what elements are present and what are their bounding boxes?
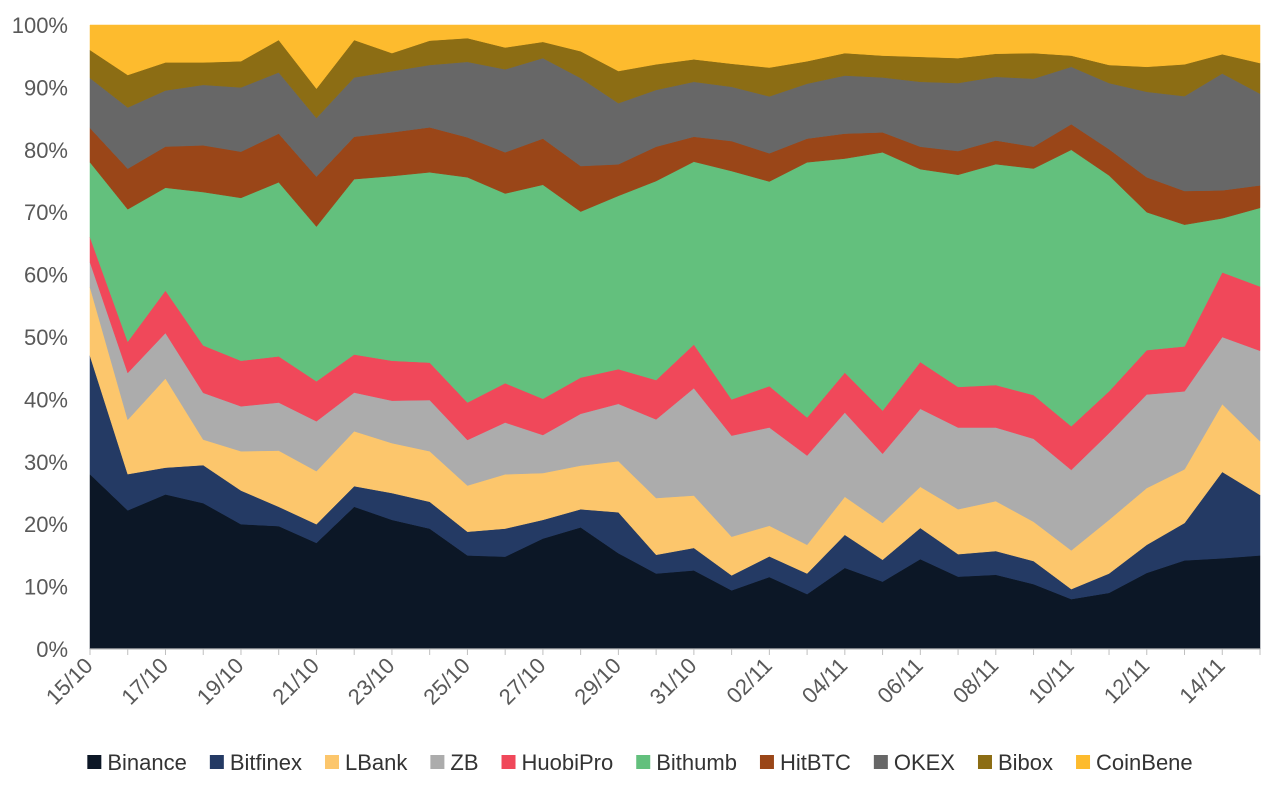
y-tick-label: 100% (12, 13, 68, 38)
x-tick-label: 27/10 (494, 653, 551, 710)
legend-swatch (759, 755, 774, 769)
legend-item-zb: ZB (430, 750, 479, 775)
x-tick-label: 14/11 (1174, 653, 1229, 708)
y-tick-label: 10% (24, 575, 68, 600)
legend-label: LBank (345, 750, 408, 775)
legend-label: OKEX (894, 750, 955, 775)
x-tick-label: 02/11 (721, 653, 776, 708)
legend-swatch (873, 755, 888, 769)
area-series-group (89, 24, 1261, 650)
legend-item-bithumb: Bithumb (636, 750, 737, 775)
legend-item-bitfinex: Bitfinex (209, 750, 302, 775)
legend-label: Bithumb (656, 750, 737, 775)
y-tick-label: 30% (24, 450, 68, 475)
y-tick-label: 80% (24, 138, 68, 163)
legend-item-okex: OKEX (873, 750, 955, 775)
x-tick-label: 08/11 (948, 653, 1003, 708)
y-tick-label: 70% (24, 200, 68, 225)
legend-item-lbank: LBank (325, 750, 408, 775)
x-tick-label: 04/11 (797, 653, 852, 708)
y-tick-label: 90% (24, 75, 68, 100)
y-tick-label: 0% (36, 637, 68, 662)
legend-label: HitBTC (780, 750, 851, 775)
x-tick-label: 17/10 (116, 653, 173, 710)
legend-swatch (501, 755, 516, 769)
legend-label: ZB (450, 750, 478, 775)
y-tick-label: 20% (24, 512, 68, 537)
legend-swatch (87, 755, 102, 769)
legend-label: Bitfinex (230, 750, 302, 775)
legend-swatch (209, 755, 224, 769)
legend-item-bibox: Bibox (977, 750, 1053, 775)
legend-label: Binance (107, 750, 187, 775)
area-coinbene (89, 24, 1261, 90)
legend-swatch (430, 755, 445, 769)
legend: Binance Bitfinex LBank ZB HuobiPro Bithumb Hit… (87, 750, 1193, 775)
legend-swatch (325, 755, 339, 769)
legend-swatch (977, 755, 992, 769)
x-tick-label: 23/10 (343, 653, 400, 710)
legend-label: Bibox (998, 750, 1053, 775)
legend-item-hitbtc: HitBTC (759, 750, 851, 775)
x-tick-label: 06/11 (872, 653, 927, 708)
y-tick-label: 40% (24, 387, 68, 412)
y-tick-label: 50% (24, 325, 68, 350)
y-tick-label: 60% (24, 263, 68, 288)
legend-item-binance: Binance (87, 750, 187, 775)
x-tick-label: 10/11 (1023, 653, 1078, 708)
x-tick-label: 21/10 (267, 653, 324, 710)
legend-label: CoinBene (1096, 750, 1193, 775)
x-tick-label: 25/10 (418, 653, 475, 710)
legend-item-huobipro: HuobiPro (501, 750, 614, 775)
x-tick-label: 31/10 (645, 653, 702, 710)
legend-swatch (1076, 755, 1091, 769)
x-tick-label: 19/10 (192, 653, 249, 710)
x-tick-label: 29/10 (569, 653, 626, 710)
legend-label: HuobiPro (522, 750, 614, 775)
legend-swatch (636, 755, 651, 769)
legend-item-coinbene: CoinBene (1076, 750, 1193, 775)
x-tick-label: 12/11 (1099, 653, 1154, 708)
